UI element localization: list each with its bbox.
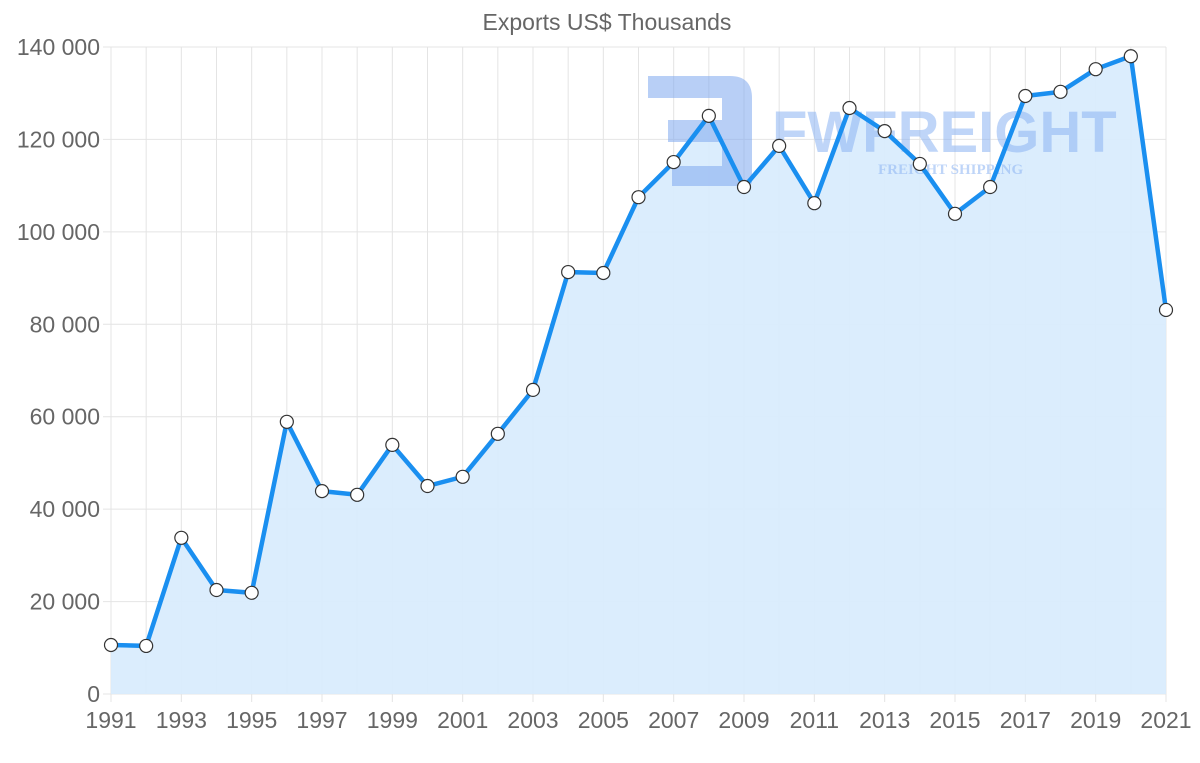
x-tick-label: 2015 bbox=[929, 707, 980, 733]
y-tick-label: 140 000 bbox=[17, 34, 100, 60]
chart-title: Exports US$ Thousands bbox=[483, 9, 732, 35]
data-point-1998[interactable] bbox=[350, 487, 365, 502]
x-tick-label: 2003 bbox=[507, 707, 558, 733]
x-tick-label: 1999 bbox=[367, 707, 418, 733]
data-point-2002[interactable] bbox=[490, 426, 505, 441]
data-point-2014[interactable] bbox=[912, 156, 927, 172]
x-tick-label: 1997 bbox=[296, 707, 347, 733]
x-tick-label: 2021 bbox=[1140, 707, 1191, 733]
x-tick-label: 2007 bbox=[648, 707, 699, 733]
y-tick-label: 0 bbox=[87, 681, 100, 707]
data-point-1999[interactable] bbox=[385, 437, 400, 453]
data-point-2018[interactable] bbox=[1053, 84, 1068, 99]
x-tick-label: 2013 bbox=[859, 707, 910, 733]
watermark-brand: FWFREIGHT bbox=[772, 100, 1117, 165]
watermark-tagline: FREIGHT SHIPPING bbox=[878, 162, 1023, 178]
data-point-2000[interactable] bbox=[420, 478, 435, 494]
data-point-1996[interactable] bbox=[279, 414, 294, 429]
y-tick-label: 100 000 bbox=[17, 219, 100, 245]
x-tick-label: 2005 bbox=[578, 707, 629, 733]
data-point-1991[interactable] bbox=[103, 637, 119, 653]
data-point-2017[interactable] bbox=[1018, 88, 1033, 104]
data-point-2016[interactable] bbox=[983, 179, 998, 195]
x-tick-label: 2017 bbox=[1000, 707, 1051, 733]
x-tick-label: 2019 bbox=[1070, 707, 1121, 733]
data-point-2021[interactable] bbox=[1158, 302, 1174, 318]
y-tick-label: 20 000 bbox=[30, 589, 100, 615]
x-axis: 1991 1993 1995 1997 1999 2001 2003 2005 2007 2009… bbox=[85, 707, 1191, 733]
data-point-2020[interactable] bbox=[1123, 49, 1138, 64]
area-fill bbox=[111, 56, 1166, 694]
data-point-1992[interactable] bbox=[139, 638, 154, 654]
data-points bbox=[103, 49, 1174, 654]
data-point-1997[interactable] bbox=[314, 484, 330, 499]
data-point-2007[interactable] bbox=[666, 154, 681, 170]
y-tick-label: 120 000 bbox=[17, 126, 100, 152]
x-tick-label: 1991 bbox=[85, 707, 136, 733]
x-tick-label: 1995 bbox=[226, 707, 277, 733]
data-point-2011[interactable] bbox=[807, 196, 822, 211]
y-tick-label: 60 000 bbox=[30, 404, 100, 430]
data-point-2009[interactable] bbox=[736, 179, 752, 195]
data-point-1994[interactable] bbox=[209, 582, 224, 598]
data-point-2015[interactable] bbox=[947, 206, 963, 221]
data-point-2013[interactable] bbox=[877, 124, 892, 139]
data-point-2006[interactable] bbox=[631, 190, 646, 205]
data-point-2005[interactable] bbox=[596, 265, 611, 281]
y-tick-label: 40 000 bbox=[30, 496, 100, 522]
x-tick-label: 2001 bbox=[437, 707, 488, 733]
data-point-2004[interactable] bbox=[561, 264, 576, 280]
x-tick-label: 2009 bbox=[718, 707, 769, 733]
area-shape bbox=[111, 56, 1166, 694]
y-tick-label: 80 000 bbox=[30, 311, 100, 337]
data-point-1995[interactable] bbox=[244, 585, 259, 600]
x-tick-label: 1993 bbox=[156, 707, 207, 733]
data-point-2019[interactable] bbox=[1088, 62, 1103, 77]
data-point-2012[interactable] bbox=[842, 100, 857, 116]
y-axis: 0 20 000 40 000 60 000 80 000 100 000 120 000 1… bbox=[17, 34, 100, 707]
data-point-2010[interactable] bbox=[772, 138, 787, 153]
data-point-2001[interactable] bbox=[455, 469, 470, 484]
data-point-2003[interactable] bbox=[525, 382, 541, 398]
data-point-2008[interactable] bbox=[701, 108, 716, 123]
data-point-1993[interactable] bbox=[174, 530, 189, 545]
x-tick-label: 2011 bbox=[790, 707, 839, 733]
